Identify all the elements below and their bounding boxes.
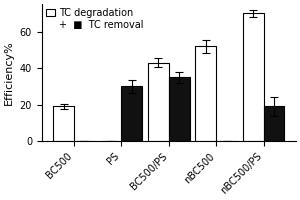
Bar (264, 106, 284, 141)
Bar (169, 77, 190, 141)
Bar (148, 63, 169, 141)
Y-axis label: Efficiency%: Efficiency% (4, 40, 14, 105)
Bar (122, 86, 142, 141)
Bar (53, 106, 74, 141)
Bar (196, 46, 216, 141)
Bar (243, 13, 264, 141)
Legend: TC degradation, +  ■  TC removal: TC degradation, + ■ TC removal (44, 6, 146, 32)
